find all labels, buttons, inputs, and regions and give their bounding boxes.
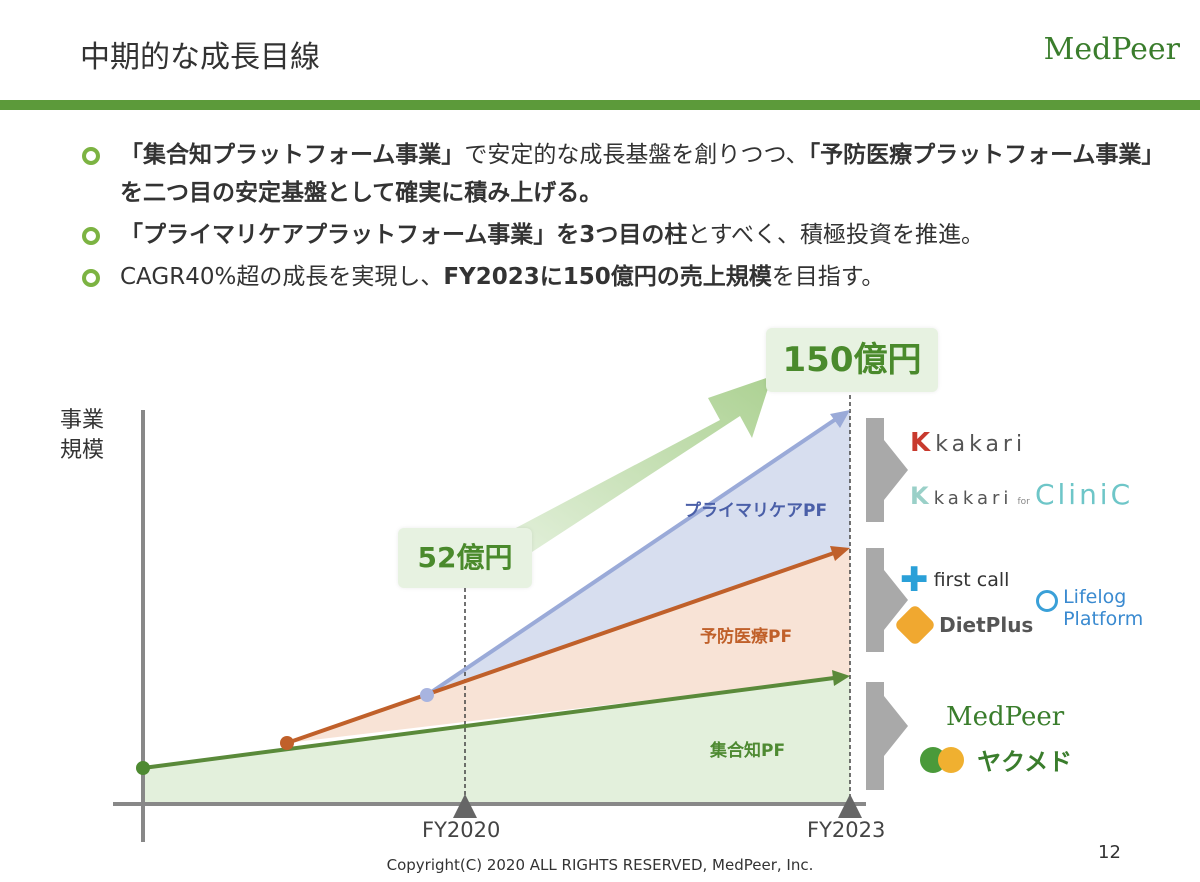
preventive-line [286, 551, 835, 745]
area-collective [143, 676, 850, 806]
bullet-text-bold: 「予防医療プラットフォーム事業」を二つ目の安定基盤として確実に積み上げる。 [120, 142, 1153, 206]
collective-line [142, 676, 835, 770]
kakari-for-text: for [1017, 497, 1030, 507]
chevron-preventive-icon [866, 548, 908, 652]
lifelog-line2: Platform [1063, 608, 1144, 630]
kakari-clinic-mark-icon: K [910, 482, 929, 510]
dietplus-logo: DietPlus [893, 603, 1034, 647]
x-tick-fy2023: FY2023 [807, 818, 886, 842]
collective-start-dot [136, 761, 150, 775]
kakari-mark-icon: K [910, 428, 931, 458]
bullet-item: 「プライマリケアプラットフォーム事業」を3つ目の柱とすべく、積極投資を推進。 [78, 216, 1158, 254]
bullet-ring-icon [82, 269, 100, 287]
label-preventive-pf: 予防医療PF [700, 627, 793, 647]
bullet-item: 「集合知プラットフォーム事業」で安定的な成長基盤を創りつつ、「予防医療プラットフ… [78, 136, 1158, 212]
growth-arrow-icon [512, 376, 772, 552]
yakumed-bubble-yellow-icon [938, 746, 964, 773]
bullet-text: で安定的な成長基盤を創りつつ、 [464, 142, 809, 168]
copyright-footer: Copyright(C) 2020 ALL RIGHTS RESERVED, M… [386, 856, 814, 874]
bullet-list: 「集合知プラットフォーム事業」で安定的な成長基盤を創りつつ、「予防医療プラットフ… [78, 136, 1158, 300]
fy2020-marker-icon [453, 794, 477, 818]
bullet-text-bold: 「プライマリケアプラットフォーム事業」を3つ目の柱 [120, 222, 688, 248]
page-number: 12 [1098, 842, 1121, 863]
yakumed-logo: ヤクメド [920, 742, 1072, 777]
bullet-ring-icon [82, 147, 100, 165]
first-call-plus-icon: ✚ [900, 560, 929, 600]
collective-arrowhead [832, 670, 850, 686]
preventive-arrowhead [830, 546, 850, 561]
bullet-text-bold: FY2023に150億円の売上規模 [443, 264, 772, 290]
preventive-start-dot [280, 736, 294, 750]
dietplus-wordmark: DietPlus [939, 613, 1034, 637]
lifelog-line1: Lifelog [1063, 586, 1127, 608]
bullet-text: を目指す。 [771, 264, 885, 290]
bullet-text-bold: 「集合知プラットフォーム事業」 [120, 142, 465, 168]
bullet-text: CAGR40%超の成長を実現し、 [120, 264, 444, 290]
first-call-wordmark: first call [933, 569, 1010, 591]
current-revenue-callout: 52億円 [398, 528, 532, 588]
chevron-collective-icon [866, 682, 908, 790]
lifelog-wordmark: Lifelog Platform [1063, 586, 1143, 630]
medpeer-logo: MedPeer [1043, 32, 1180, 67]
yakumed-wordmark: ヤクメド [977, 748, 1073, 776]
x-tick-fy2020: FY2020 [422, 818, 501, 842]
y-axis-label: 事業 規模 [60, 408, 105, 463]
chevron-primary-care-icon [866, 418, 908, 522]
first-call-logo: ✚ first call [900, 560, 1009, 600]
label-collective-pf: 集合知PF [710, 741, 786, 761]
kakari-wordmark: kakari [935, 432, 1027, 457]
bullet-item: CAGR40%超の成長を実現し、FY2023に150億円の売上規模を目指す。 [78, 258, 1158, 296]
dietplus-diamond-icon [893, 603, 937, 647]
bullet-text: とすべく、積極投資を推進。 [687, 222, 985, 248]
lifelog-platform-logo: Lifelog Platform [1036, 586, 1143, 630]
lifelog-pin-icon [1036, 590, 1058, 612]
primary-care-start-dot [420, 688, 434, 702]
fy2023-marker-icon [838, 794, 862, 818]
clinic-wordmark: CliniC [1034, 478, 1134, 511]
label-primary-care-pf: プライマリケアPF [684, 501, 828, 521]
target-revenue-callout: 150億円 [766, 328, 938, 392]
bullet-ring-icon [82, 227, 100, 245]
page-title: 中期的な成長目線 [80, 40, 320, 75]
title-divider [0, 100, 1200, 110]
kakari-clinic-wordmark: kakari [933, 488, 1013, 509]
medpeer-service-logo: MedPeer [946, 702, 1065, 732]
primary-care-line [425, 417, 838, 697]
kakari-for-clinic-logo: K kakari for CliniC [910, 478, 1133, 511]
kakari-logo: K kakari [910, 428, 1026, 458]
primary-care-arrowhead [830, 410, 850, 428]
